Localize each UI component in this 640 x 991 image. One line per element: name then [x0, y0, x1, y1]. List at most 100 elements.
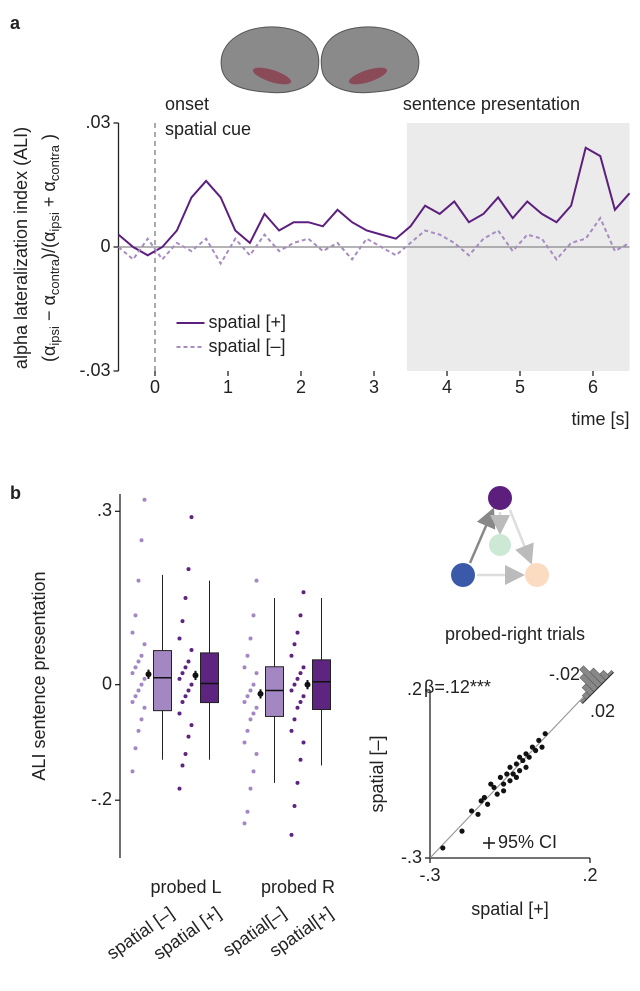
data-point [295, 676, 300, 681]
data-point [139, 682, 144, 687]
data-point [298, 700, 303, 704]
box [312, 659, 331, 711]
scatter-point [469, 808, 475, 814]
panel-label: b [10, 483, 21, 503]
data-point [289, 688, 294, 693]
scatter-point [440, 845, 446, 851]
y-tick-label: -.03 [79, 360, 110, 380]
x-tick-label: -.3 [419, 865, 440, 885]
data-point [254, 705, 259, 710]
scatter-point [517, 754, 523, 760]
data-point [177, 636, 182, 641]
data-point [292, 717, 297, 722]
data-point [136, 728, 141, 733]
scatter-point [475, 811, 481, 817]
x-tick-label: 1 [223, 377, 233, 397]
scatter-point [529, 744, 536, 750]
scatter-point [507, 764, 513, 770]
y-axis-label: alpha lateralization index (ALI) [11, 127, 31, 369]
box [265, 666, 284, 717]
y-tick-label: 0 [102, 673, 112, 693]
data-point [189, 648, 194, 652]
data-point [183, 665, 188, 670]
data-point [180, 671, 185, 676]
group-label: probed L [150, 877, 221, 897]
y-tick-label: .03 [85, 112, 110, 132]
data-point [245, 809, 250, 814]
data-point [245, 694, 250, 699]
brain-illustration [220, 26, 420, 94]
data-point [130, 630, 135, 635]
data-point [186, 734, 191, 739]
highlight-label: sentence presentation [403, 94, 580, 114]
data-point [133, 665, 138, 670]
x-tick-label: 4 [442, 377, 452, 397]
inset-axis [582, 672, 614, 704]
data-point [139, 538, 144, 543]
formula-part: + α [39, 181, 59, 212]
x-tick-label: 3 [369, 377, 379, 397]
panel-label: a [10, 13, 21, 33]
data-point [251, 711, 256, 716]
scatter-point [513, 761, 520, 767]
data-point [254, 752, 259, 756]
data-point [298, 613, 303, 618]
data-point [295, 780, 300, 785]
scatter-point [523, 764, 529, 770]
data-point [180, 763, 185, 768]
mean-dot [257, 690, 264, 697]
data-point [139, 653, 144, 658]
legend-label: spatial [+] [209, 312, 287, 332]
data-point [133, 613, 138, 618]
data-point [301, 694, 306, 699]
scatter-point [501, 781, 507, 787]
y-axis-formula: (αipsi − αcontra)/(αipsi + αcontra ) [39, 134, 63, 362]
data-point [295, 705, 300, 710]
data-point [130, 700, 135, 704]
group-label: probed R [261, 877, 335, 897]
scatter-point [542, 731, 548, 737]
data-point [301, 590, 306, 595]
y-axis-label: spatial [–] [367, 735, 387, 812]
scatter-point [485, 801, 491, 807]
data-point [292, 682, 297, 687]
scatter-point [488, 781, 494, 787]
scatter-point [504, 771, 510, 777]
data-point [130, 769, 135, 774]
scatter-point [497, 774, 503, 780]
x-tick-label: 5 [515, 377, 525, 397]
scatter-point [539, 744, 545, 750]
formula-part: (α [39, 346, 59, 362]
x-tick-label: 2 [296, 377, 306, 397]
formula-part: ) [39, 134, 59, 145]
data-point [177, 711, 182, 716]
data-point [177, 786, 182, 791]
data-point [251, 613, 256, 618]
cue-label: onset [165, 94, 209, 114]
x-tick-label: 0 [150, 377, 160, 397]
data-point [289, 653, 294, 658]
data-point [142, 705, 147, 710]
data-point [289, 832, 294, 837]
y-tick-label: -.2 [91, 789, 112, 809]
inset-histogram [579, 665, 614, 704]
formula-part: − α [39, 295, 59, 326]
data-point [142, 642, 147, 647]
legend-label: spatial [–] [209, 336, 286, 356]
x-tick-label: 6 [588, 377, 598, 397]
data-point [242, 740, 247, 745]
scatter-point [510, 771, 516, 777]
data-point [189, 682, 194, 687]
data-point [139, 717, 144, 722]
data-point [189, 723, 194, 728]
mean-dot [145, 671, 152, 678]
scatter-point [536, 737, 542, 744]
data-point [242, 665, 247, 670]
scatter-point [491, 784, 497, 791]
ci-marker [483, 837, 495, 849]
data-point [186, 567, 191, 572]
scatter-point [478, 798, 484, 804]
scatter-point [513, 774, 520, 780]
scatter-point [459, 828, 465, 834]
identity-line [429, 689, 591, 859]
